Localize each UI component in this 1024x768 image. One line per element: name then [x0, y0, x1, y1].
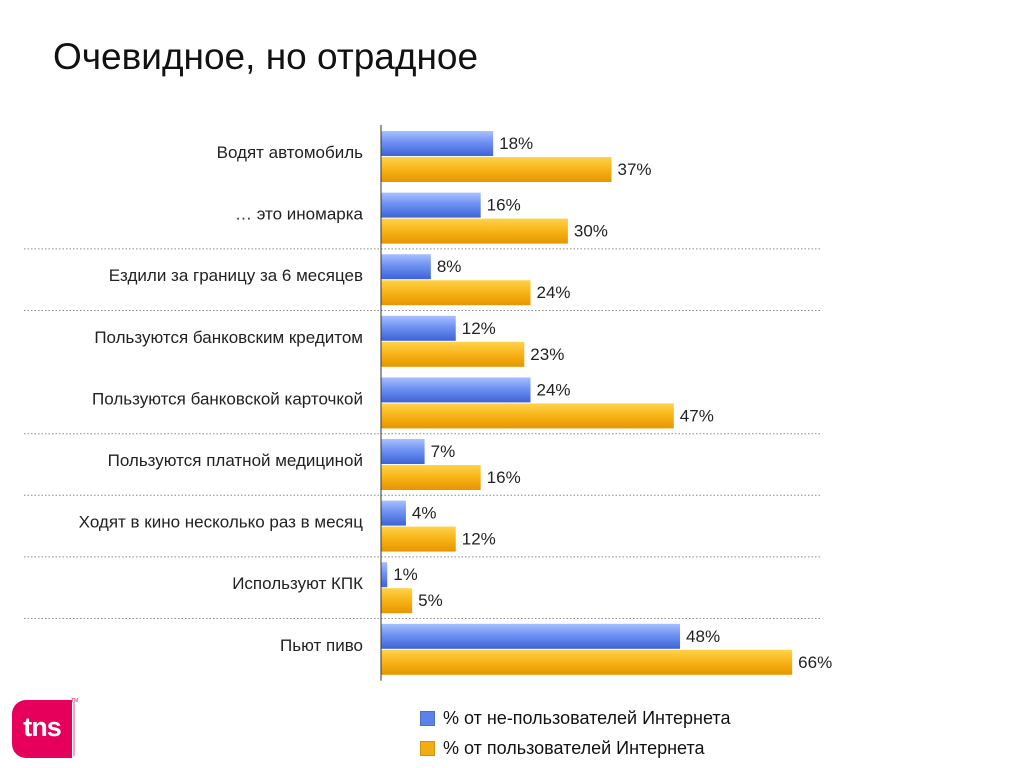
category-label: Ходят в кино несколько раз в месяц — [79, 513, 364, 532]
bar-users — [381, 157, 612, 182]
logo-trademark: TM — [71, 698, 79, 704]
bar-chart: Водят автомобиль 18% 37% … это иномарка 16% 3… — [24, 125, 832, 681]
bar-users — [381, 403, 674, 429]
bar-non-users — [381, 500, 406, 526]
value-label-users: 23% — [530, 345, 564, 364]
value-label-non-users: 12% — [462, 319, 496, 338]
page-title: Очевидное, но отрадное — [53, 36, 479, 77]
category-label: Водят автомобиль — [217, 143, 364, 162]
category-label: Пользуются банковским кредитом — [94, 328, 363, 347]
legend-swatch-non-users — [420, 710, 435, 726]
legend-swatch-users — [420, 740, 435, 756]
bar-users — [381, 341, 525, 367]
bar-users — [381, 588, 413, 614]
bar-non-users — [381, 439, 425, 464]
legend-item-non-users: % от не-пользователей Интернета — [420, 703, 730, 733]
value-label-non-users: 4% — [412, 504, 437, 523]
bar-non-users — [381, 131, 494, 156]
legend-label-non-users: % от не-пользователей Интернета — [443, 707, 731, 728]
value-label-non-users: 18% — [499, 134, 533, 153]
value-label-non-users: 24% — [537, 380, 571, 399]
legend-item-users: % от пользователей Интернета — [420, 733, 730, 763]
category-label: Пользуются банковской карточкой — [92, 389, 363, 408]
legend-label-users: % от пользователей Интернета — [443, 737, 705, 758]
value-label-users: 12% — [462, 530, 496, 549]
bar-users — [381, 465, 481, 490]
bar-non-users — [381, 562, 388, 588]
value-label-non-users: 16% — [487, 196, 521, 215]
category-label: Пользуются платной медициной — [108, 451, 363, 470]
value-label-non-users: 8% — [437, 257, 462, 276]
value-label-users: 16% — [487, 468, 521, 487]
value-label-users: 37% — [618, 160, 652, 179]
category-label: Пьют пиво — [280, 636, 363, 655]
bar-users — [381, 526, 456, 552]
logo-text: tns — [23, 712, 62, 742]
value-label-non-users: 7% — [431, 442, 456, 461]
value-label-users: 30% — [574, 222, 608, 241]
logo-divider — [73, 702, 75, 756]
value-label-users: 66% — [798, 653, 832, 672]
bar-non-users — [381, 623, 681, 649]
value-label-users: 5% — [418, 591, 443, 610]
category-label: Ездили за границу за 6 месяцев — [109, 266, 363, 285]
legend: % от не-пользователей Интернета % от пол… — [420, 703, 730, 763]
value-label-non-users: 1% — [393, 565, 418, 584]
value-label-non-users: 48% — [686, 627, 720, 646]
bar-non-users — [381, 254, 431, 280]
category-label: Используют КПК — [232, 574, 363, 593]
value-label-users: 24% — [537, 283, 571, 302]
bar-non-users — [381, 315, 456, 341]
tns-logo-icon: tns — [12, 700, 72, 758]
bar-non-users — [381, 377, 531, 403]
bar-users — [381, 280, 531, 306]
category-label: … это иномарка — [235, 205, 364, 224]
bar-users — [381, 649, 793, 675]
value-label-users: 47% — [680, 406, 714, 425]
bar-users — [381, 218, 568, 244]
bar-non-users — [381, 192, 481, 218]
